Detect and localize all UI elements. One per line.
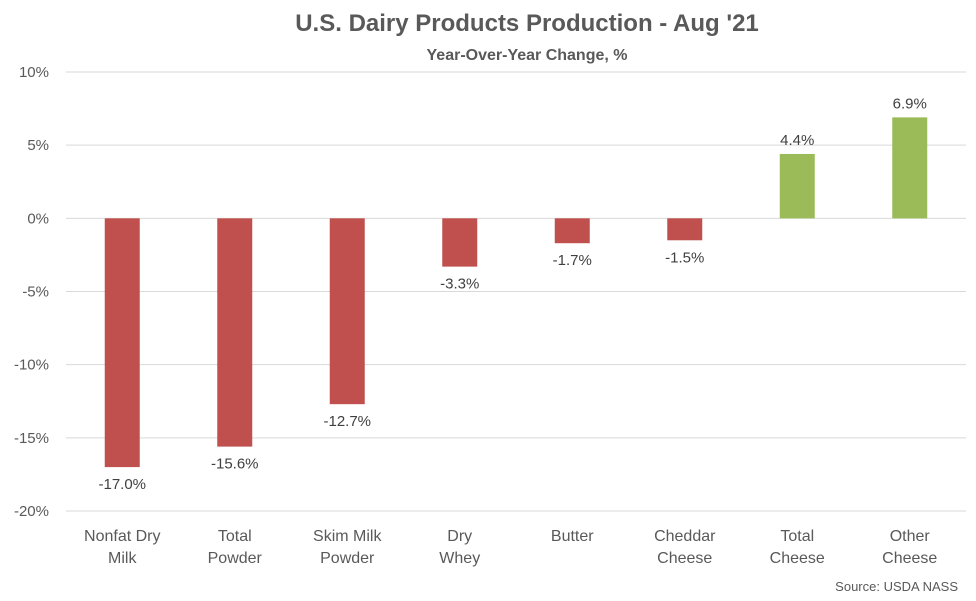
y-tick-label: 10% xyxy=(19,64,49,81)
y-tick-label: -5% xyxy=(22,284,49,301)
bar xyxy=(104,218,140,468)
chart-title: U.S. Dairy Products Production - Aug '21 xyxy=(295,10,759,37)
y-tick-label: 5% xyxy=(27,137,49,154)
category-label: Total Cheese xyxy=(770,528,825,567)
bar xyxy=(217,218,253,447)
data-label: 6.9% xyxy=(893,95,927,112)
y-axis-ticks: 10% 5% 0% -5% -10% -15% -20% xyxy=(14,64,49,520)
data-label: -1.7% xyxy=(553,252,592,269)
y-tick-label: -10% xyxy=(14,357,49,374)
data-label: -12.7% xyxy=(323,413,371,430)
category-label: Butter xyxy=(551,528,594,545)
data-label: -15.6% xyxy=(211,456,259,473)
y-tick-label: -15% xyxy=(14,430,49,447)
bar xyxy=(554,218,590,244)
data-labels: -17.0% -15.6% -12.7% -3.3% -1.7% -1.5% 4.4% 6.9… xyxy=(98,95,926,493)
y-tick-label: 0% xyxy=(27,210,49,227)
y-tick-label: -20% xyxy=(14,503,49,520)
bars xyxy=(104,117,928,468)
bar xyxy=(892,117,928,219)
bar xyxy=(779,153,815,219)
gridlines xyxy=(66,71,966,512)
chart-subtitle: Year-Over-Year Change, % xyxy=(427,47,628,64)
bar xyxy=(442,218,478,267)
source-note: Source: USDA NASS xyxy=(835,579,958,594)
x-axis-categories: Nonfat Dry Milk Total Powder Skim Milk Powder… xyxy=(84,528,937,567)
category-label: Cheddar Cheese xyxy=(654,528,716,567)
category-label: Skim Milk Powder xyxy=(313,528,382,567)
category-label: Dry Whey xyxy=(439,528,480,567)
bar xyxy=(329,218,365,405)
category-label: Total Powder xyxy=(208,528,263,567)
data-label: 4.4% xyxy=(780,132,814,149)
data-label: -3.3% xyxy=(440,276,479,293)
data-label: -1.5% xyxy=(665,249,704,266)
category-label: Nonfat Dry Milk xyxy=(84,528,160,567)
data-label: -17.0% xyxy=(98,476,146,493)
category-label: Other Cheese xyxy=(882,528,937,567)
bar xyxy=(667,218,703,241)
